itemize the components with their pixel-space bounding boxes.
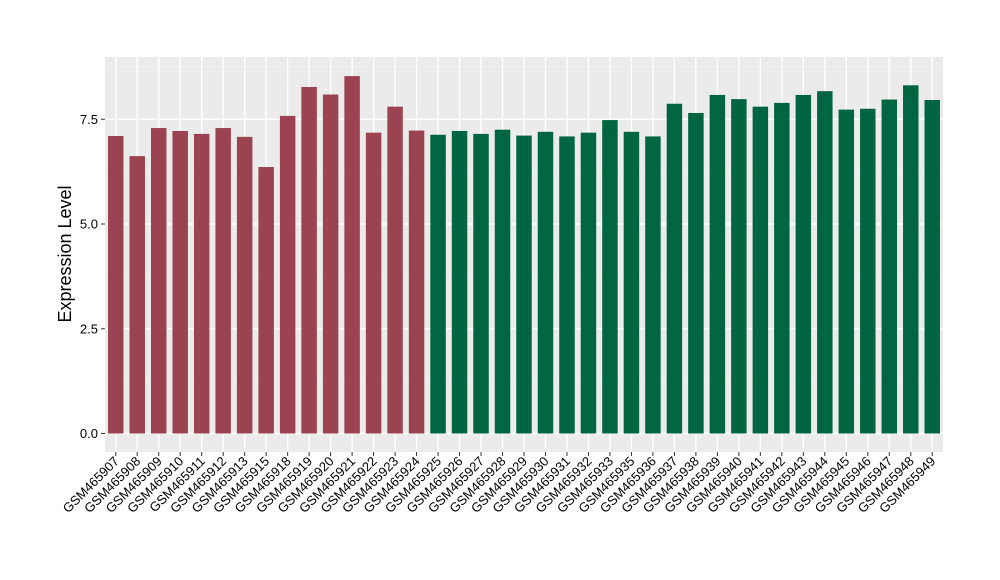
bar-GSM465928	[494, 129, 511, 434]
bar-GSM465922	[365, 132, 382, 434]
y-axis: 0.0 2.5 5.0 7.5	[80, 112, 105, 441]
bar-GSM465921	[344, 76, 360, 434]
bar-GSM465915	[258, 167, 274, 434]
bar-GSM465931	[559, 136, 575, 434]
bar-GSM465912	[215, 128, 231, 434]
bar-GSM465935	[623, 131, 640, 434]
bar-GSM465941	[752, 106, 769, 434]
bar-GSM465926	[451, 130, 468, 434]
bar-GSM465929	[516, 135, 532, 434]
bar-GSM465927	[473, 133, 489, 434]
bar-GSM465909	[150, 128, 167, 434]
y-tick-label: 5.0	[80, 217, 98, 232]
bar-GSM465930	[537, 131, 554, 434]
bar-GSM465924	[408, 130, 425, 434]
bar-GSM465918	[279, 115, 296, 434]
bar-GSM465947	[881, 99, 898, 434]
bar-GSM465944	[817, 91, 833, 434]
bar-GSM465948	[903, 85, 919, 434]
bar-GSM465910	[172, 130, 188, 434]
bar-GSM465949	[924, 99, 940, 434]
bar-GSM465911	[193, 133, 210, 434]
bar-GSM465923	[387, 106, 403, 434]
bar-GSM465920	[322, 94, 339, 434]
bar-GSM465907	[108, 136, 124, 434]
y-axis-title: Expression Level	[55, 185, 75, 322]
bar-GSM465925	[430, 134, 446, 434]
bar-GSM465933	[602, 120, 618, 434]
bar-GSM465908	[129, 156, 145, 434]
bar-GSM465946	[860, 108, 876, 434]
y-tick-label: 0.0	[80, 426, 98, 441]
bar-GSM465943	[795, 94, 812, 434]
bar-GSM465942	[774, 102, 790, 434]
bar-GSM465939	[709, 94, 726, 434]
x-axis: GSM465907GSM465908GSM465909GSM465910GSM4…	[60, 452, 938, 516]
bar-GSM465913	[236, 136, 253, 434]
bar-GSM465932	[580, 132, 597, 434]
bar-GSM465937	[666, 103, 683, 434]
bar-series	[108, 76, 940, 434]
bar-GSM465945	[838, 109, 855, 434]
bar-GSM465936	[645, 136, 661, 434]
bar-GSM465919	[301, 86, 317, 434]
bar-GSM465938	[688, 112, 704, 434]
bar-GSM465940	[731, 99, 747, 434]
y-tick-label: 7.5	[80, 112, 98, 127]
y-tick-label: 2.5	[80, 321, 98, 336]
